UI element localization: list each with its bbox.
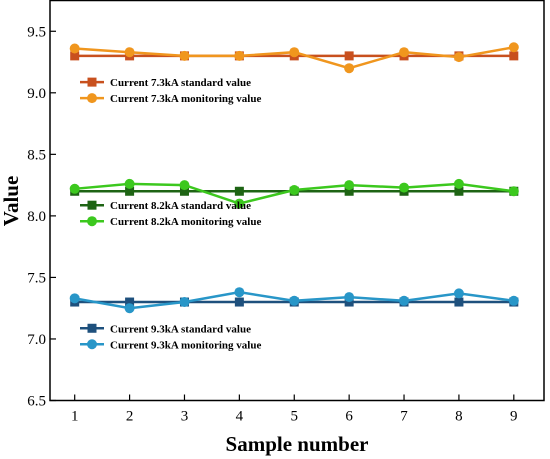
data-point xyxy=(344,63,355,74)
legend-3: Current 9.3kA standard value Current 9.3k… xyxy=(80,323,261,351)
y-tick-label: 9.5 xyxy=(27,24,46,40)
legend-label: Current 9.3kA monitoring value xyxy=(110,339,261,351)
data-point xyxy=(69,43,80,54)
data-point xyxy=(508,186,519,197)
x-tick-label: 7 xyxy=(400,409,408,425)
data-point xyxy=(234,50,245,61)
data-point xyxy=(453,52,464,63)
x-tick-label: 1 xyxy=(71,409,79,425)
data-point xyxy=(69,293,80,304)
legend-square-marker xyxy=(87,323,97,333)
data-point xyxy=(344,186,354,196)
data-point xyxy=(453,178,464,189)
legend-2: Current 8.2kA standard value Current 8.2k… xyxy=(80,200,261,228)
data-point xyxy=(454,297,464,307)
y-tick-label: 8.0 xyxy=(27,209,46,225)
data-point xyxy=(289,185,300,196)
data-point xyxy=(508,295,519,306)
x-tick-label: 4 xyxy=(236,409,244,425)
series-4 xyxy=(69,178,519,209)
legend-circle-marker xyxy=(87,216,97,227)
data-point xyxy=(344,180,355,191)
legend-square-marker xyxy=(87,77,97,87)
data-point xyxy=(508,42,519,53)
data-point xyxy=(124,303,135,314)
x-axis-title: Sample number xyxy=(226,432,369,456)
y-tick-label: 6.5 xyxy=(27,394,46,410)
data-point xyxy=(234,186,244,196)
data-point xyxy=(179,180,190,191)
data-point xyxy=(509,51,519,61)
legend-circle-marker xyxy=(87,93,97,104)
x-tick-label: 3 xyxy=(181,409,189,425)
legend-circle-marker xyxy=(87,339,97,350)
plot-area-frame xyxy=(49,0,545,402)
legend-label: Current 8.2kA standard value xyxy=(110,200,251,212)
data-point xyxy=(289,47,300,58)
data-point xyxy=(179,186,189,196)
y-tick-label: 8.5 xyxy=(27,147,46,163)
legend-label: Current 7.3kA standard value xyxy=(110,77,251,89)
data-point xyxy=(234,198,245,209)
data-point xyxy=(125,297,135,307)
data-point xyxy=(344,51,354,61)
x-tick-label: 6 xyxy=(345,409,353,425)
legend-square-marker xyxy=(87,200,97,210)
data-point xyxy=(454,186,464,196)
data-point xyxy=(70,51,80,61)
legend-label: Current 8.2kA monitoring value xyxy=(110,216,261,228)
series-6 xyxy=(69,287,519,314)
y-tick-label: 7.5 xyxy=(27,270,46,286)
x-tick-label: 2 xyxy=(126,409,134,425)
series-2 xyxy=(69,42,519,74)
data-point xyxy=(179,297,190,308)
data-point xyxy=(179,50,190,61)
data-point xyxy=(124,178,135,189)
data-point xyxy=(399,295,410,306)
y-tick-label: 7.0 xyxy=(27,332,46,348)
legend-label: Current 7.3kA monitoring value xyxy=(110,93,261,105)
data-point xyxy=(399,182,410,193)
y-tick-label: 9.0 xyxy=(27,86,46,102)
data-point xyxy=(344,292,355,303)
data-point xyxy=(289,295,300,306)
data-point xyxy=(453,288,464,299)
legend-label: Current 9.3kA standard value xyxy=(110,323,251,335)
x-tick-label: 8 xyxy=(455,409,463,425)
data-point xyxy=(234,287,245,298)
data-point xyxy=(399,47,410,58)
data-point xyxy=(125,186,135,196)
legend-1: Current 7.3kA standard value Current 7.3k… xyxy=(80,77,261,105)
x-tick-label: 9 xyxy=(510,409,518,425)
data-point xyxy=(124,47,135,58)
x-tick-label: 5 xyxy=(291,409,299,425)
data-point xyxy=(234,297,244,307)
y-axis-title: Value xyxy=(0,176,23,227)
data-point xyxy=(69,183,80,194)
